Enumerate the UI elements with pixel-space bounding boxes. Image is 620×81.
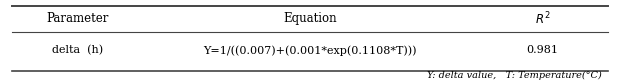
Text: Parameter: Parameter (46, 12, 108, 25)
Text: Equation: Equation (283, 12, 337, 25)
Text: delta  (h): delta (h) (52, 45, 103, 55)
Text: Y=1/((0.007)+(0.001*exp(0.1108*T))): Y=1/((0.007)+(0.001*exp(0.1108*T))) (203, 45, 417, 55)
Text: Y: delta value,   T: Temperature(°C): Y: delta value, T: Temperature(°C) (427, 71, 601, 80)
Text: 0.981: 0.981 (526, 45, 559, 55)
Text: $R^2$: $R^2$ (535, 10, 550, 27)
